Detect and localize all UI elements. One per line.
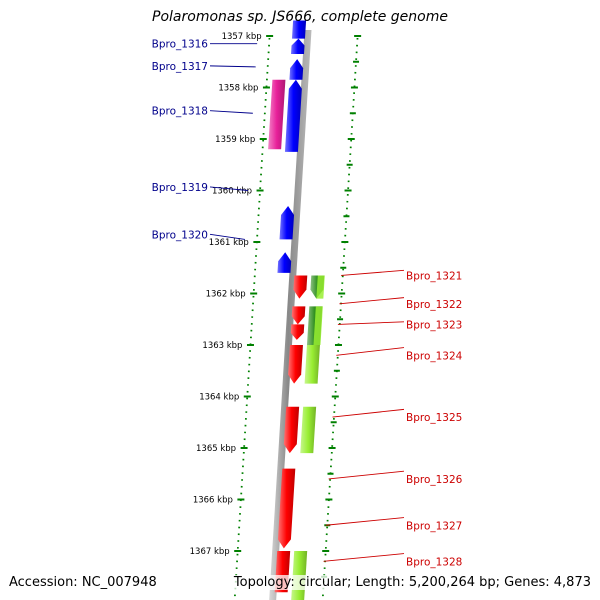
- gene-label[interactable]: Bpro_1321: [406, 270, 462, 282]
- reverse-feature[interactable]: [277, 468, 296, 549]
- gene-label[interactable]: Bpro_1324: [406, 350, 463, 362]
- label-layer: Bpro_1316 Bpro_1317 Bpro_1318 Bpro_1319 Bpro…: [152, 39, 463, 569]
- kbp-tick-label: 1364 kbp: [199, 393, 239, 403]
- kbp-tick-label: 1366 kbp: [193, 496, 233, 506]
- gene-label-leader: [209, 233, 246, 240]
- gene-label-leader: [332, 408, 405, 418]
- grid-line-right: [321, 37, 359, 599]
- forward-feature[interactable]: [279, 205, 295, 240]
- map-title: Polaromonas sp. JS666, complete genome: [152, 9, 448, 25]
- feature-layer: [268, 20, 325, 600]
- kbp-tick-label: 1367 kbp: [190, 547, 230, 557]
- reverse-feature[interactable]: [300, 406, 317, 454]
- gene-label[interactable]: Bpro_1322: [406, 299, 462, 311]
- kbp-tick-label: 1359 kbp: [215, 135, 255, 145]
- reverse-feature[interactable]: [283, 406, 300, 454]
- backbone-layer: [269, 30, 312, 600]
- forward-feature[interactable]: [291, 20, 307, 39]
- forward-feature[interactable]: [268, 79, 286, 150]
- reverse-feature-highlight: [313, 306, 323, 345]
- kbp-tick-label: 1357 kbp: [222, 32, 262, 42]
- forward-feature[interactable]: [277, 252, 292, 273]
- gene-label[interactable]: Bpro_1326: [406, 474, 463, 486]
- gene-label-leader: [209, 186, 249, 191]
- genome-backbone: [269, 30, 312, 600]
- forward-feature[interactable]: [284, 79, 302, 152]
- reverse-feature[interactable]: [304, 345, 320, 384]
- gene-label-leader: [328, 470, 405, 480]
- gene-label-leader: [325, 517, 405, 526]
- reverse-feature[interactable]: [291, 306, 306, 325]
- gene-label[interactable]: Bpro_1317: [152, 61, 208, 73]
- gene-label-leader: [336, 347, 405, 356]
- gene-label-leader: [337, 321, 405, 325]
- forward-feature[interactable]: [291, 38, 305, 55]
- gene-label[interactable]: Bpro_1323: [406, 319, 462, 331]
- kbp-tick-label: 1365 kbp: [196, 444, 236, 454]
- gene-label-leader: [209, 110, 253, 114]
- reverse-feature[interactable]: [290, 324, 305, 340]
- gene-label-leader: [339, 297, 405, 305]
- kbp-tick-label: 1360 kbp: [212, 187, 252, 197]
- gene-label[interactable]: Bpro_1319: [152, 182, 208, 194]
- kbp-tick-label: 1363 kbp: [202, 341, 242, 351]
- kbp-tick-label: 1361 kbp: [209, 238, 249, 248]
- reverse-feature[interactable]: [293, 275, 308, 299]
- forward-feature[interactable]: [289, 59, 304, 80]
- gene-label[interactable]: Bpro_1328: [406, 556, 462, 568]
- grid-layer: 1357 kbp 1358 kbp 1359 kbp 1360 kbp 1361 kbp…: [190, 32, 362, 599]
- gene-label[interactable]: Bpro_1318: [152, 106, 208, 118]
- gene-label[interactable]: Bpro_1325: [406, 412, 462, 424]
- topology-text: Topology: circular; Length: 5,200,264 bp…: [233, 575, 591, 590]
- gene-label-leader: [341, 269, 405, 276]
- gene-label[interactable]: Bpro_1316: [152, 39, 209, 51]
- gene-label[interactable]: Bpro_1327: [406, 520, 462, 532]
- accession-text: Accession: NC_007948: [9, 575, 157, 590]
- reverse-feature-highlight: [316, 275, 325, 299]
- kbp-tick-label: 1358 kbp: [218, 84, 258, 94]
- gene-label-leader: [209, 65, 256, 68]
- gene-label[interactable]: Bpro_1320: [152, 229, 208, 241]
- reverse-feature[interactable]: [288, 345, 303, 384]
- kbp-tick-label: 1362 kbp: [206, 290, 246, 300]
- gene-label-leader: [323, 553, 405, 562]
